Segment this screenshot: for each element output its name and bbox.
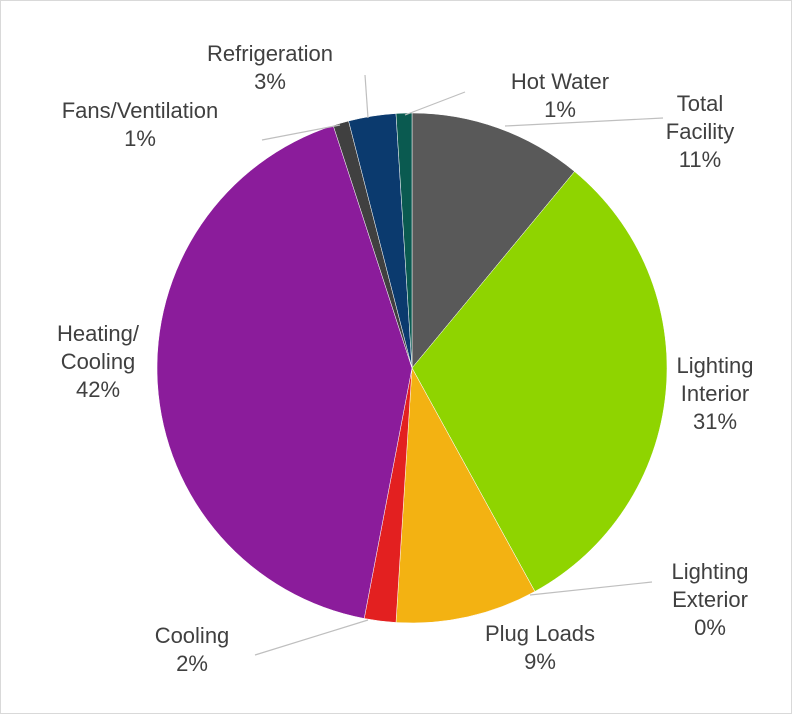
slice-label: Hot Water 1% — [480, 68, 640, 124]
category-label: Refrigeration — [207, 41, 333, 66]
category-label: Lighting Interior — [676, 353, 754, 406]
slice-label: Refrigeration 3% — [170, 40, 370, 96]
category-label: Fans/Ventilation — [61, 98, 219, 123]
slice-label: Lighting Exterior 0% — [650, 558, 770, 642]
leader-line — [364, 74, 369, 119]
pie-slice — [395, 367, 536, 624]
slice-label: Total Facility 11% — [640, 90, 760, 174]
pie-slice — [395, 112, 413, 369]
value-label: 1% — [124, 126, 156, 151]
leader-line — [254, 619, 369, 656]
pie-slice — [156, 125, 413, 619]
category-label: Plug Loads — [484, 621, 596, 646]
category-label: Cooling — [154, 623, 230, 648]
slices — [156, 112, 668, 624]
value-label: 1% — [544, 97, 576, 122]
value-label: 9% — [524, 649, 556, 674]
slice-label: Lighting Interior 31% — [655, 352, 775, 436]
category-label: Total Facility — [665, 91, 735, 144]
leader-line — [261, 124, 341, 141]
category-label: Hot Water — [510, 69, 610, 94]
slice-label: Fans/Ventilation 1% — [20, 97, 260, 153]
category-label: Lighting Exterior — [671, 559, 749, 612]
pie-slice — [411, 112, 575, 369]
slice-label: Plug Loads 9% — [455, 620, 625, 676]
value-label: 2% — [176, 651, 208, 676]
value-label: 42% — [75, 377, 121, 402]
leader-line — [504, 117, 664, 127]
value-label: 31% — [692, 409, 738, 434]
category-label: Heating/Cooling — [57, 321, 139, 374]
value-label: 11% — [678, 147, 722, 172]
leader-line — [529, 581, 653, 596]
leader-line — [404, 91, 466, 116]
slice-label: Heating/Cooling 42% — [53, 320, 143, 404]
slice-label: Cooling 2% — [132, 622, 252, 678]
value-label: 0% — [694, 615, 726, 640]
value-label: 3% — [254, 69, 286, 94]
pie-slice — [411, 171, 668, 592]
